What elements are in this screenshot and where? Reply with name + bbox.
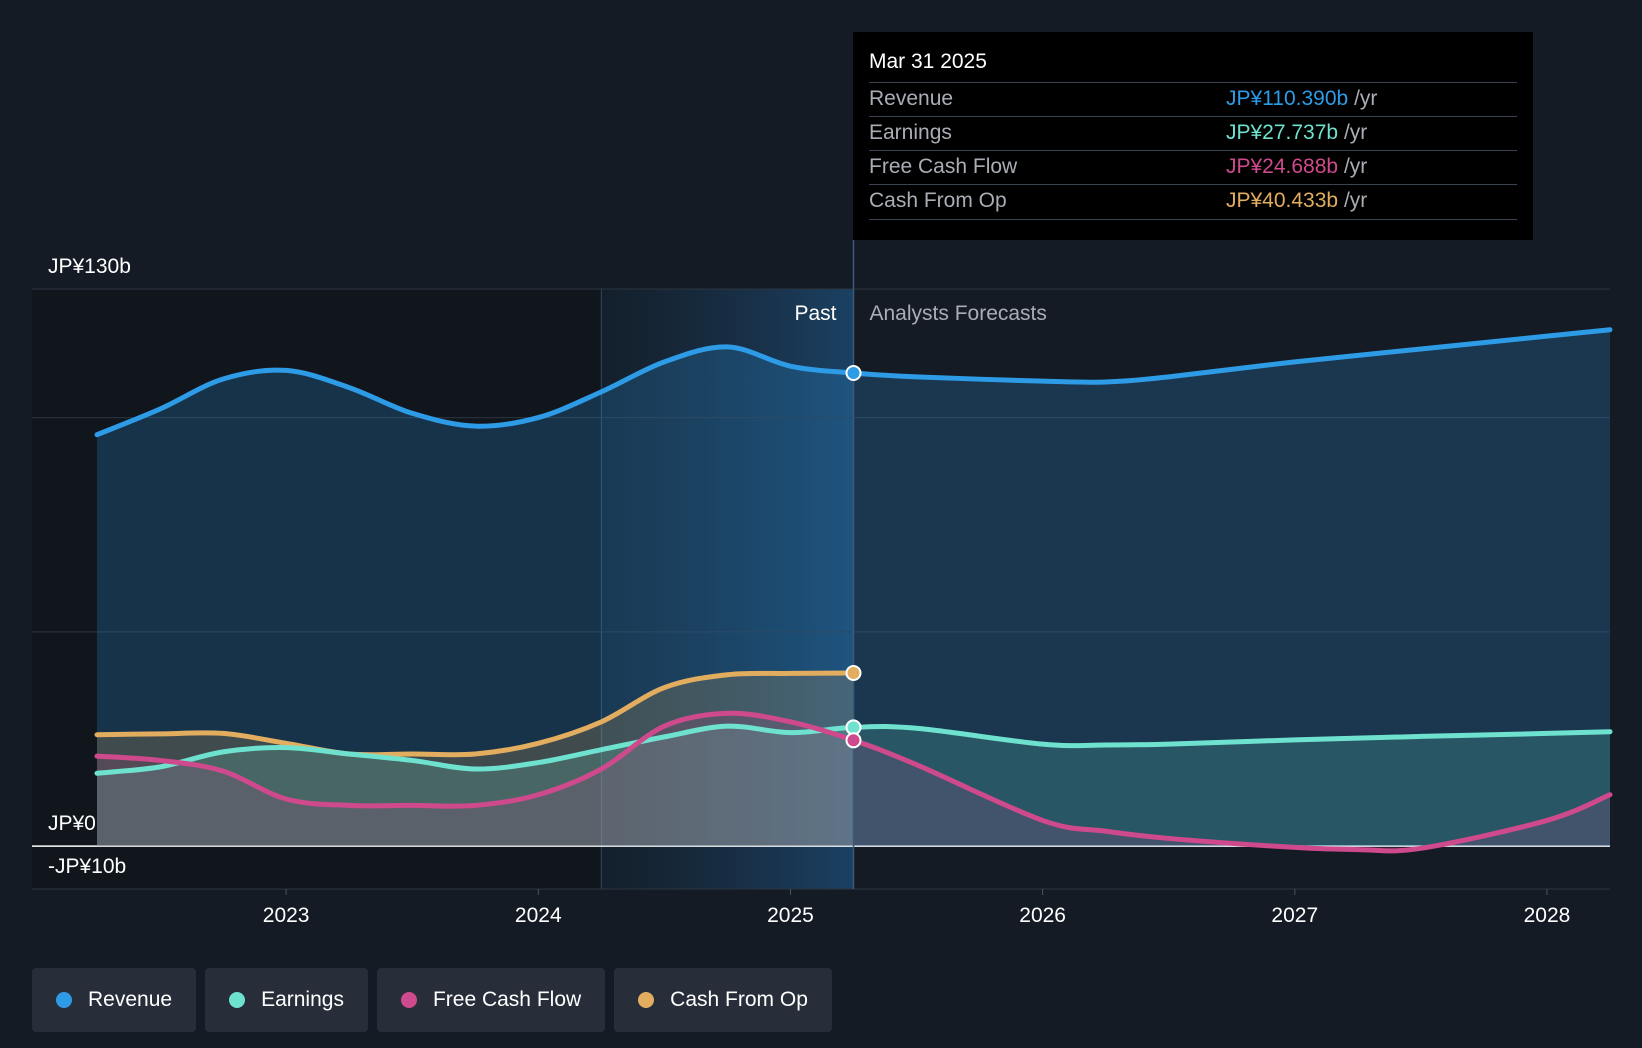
series-line-free-cash-flow	[94, 710, 1613, 854]
x-tick-label: 2023	[263, 904, 310, 927]
tooltip-date: Mar 31 2025	[869, 50, 987, 73]
chart-area: Past Analysts Forecasts JP¥130b JP¥0 -JP¥10b…	[32, 240, 1613, 927]
tooltip-value: JP¥27.737b	[1226, 121, 1339, 144]
marker-revenue	[845, 365, 862, 381]
series-line-cash-from-op	[94, 670, 856, 758]
highlight-band	[601, 289, 854, 889]
tooltip-row-free-cash-flow: Free Cash Flow JP¥24.688b /yr	[869, 150, 1517, 185]
chart-legend: Revenue Earnings Free Cash Flow Cash Fro…	[32, 968, 832, 1032]
tooltip-unit: /yr	[1343, 155, 1368, 178]
past-label: Past	[794, 302, 836, 325]
tooltip-value: JP¥24.688b	[1226, 155, 1339, 178]
forecast-label: Analysts Forecasts	[870, 302, 1047, 325]
tooltip-row-cash-from-op: Cash From Op JP¥40.433b /yr	[869, 184, 1517, 220]
cash-from-op-dot-icon	[638, 992, 655, 1008]
revenue-dot-icon	[56, 992, 72, 1008]
area-cash-from-op	[97, 673, 854, 847]
free-cash-flow-dot-icon	[400, 992, 417, 1008]
tooltip-value: JP¥110.390b	[1226, 87, 1349, 110]
y-tick-label: -JP¥10b	[48, 855, 126, 878]
legend-item-free-cash-flow[interactable]: Free Cash Flow	[376, 968, 606, 1032]
x-tick-label: 2027	[1271, 904, 1318, 927]
tooltip-unit: /yr	[1343, 121, 1368, 144]
y-tick-label: JP¥0	[48, 812, 96, 835]
series-line-earnings	[94, 723, 1613, 776]
legend-item-revenue[interactable]: Revenue	[32, 968, 197, 1032]
legend-item-earnings[interactable]: Earnings	[205, 968, 368, 1032]
y-tick-label: JP¥130b	[48, 255, 131, 278]
marker-cash-from-op	[845, 665, 862, 681]
legend-item-cash-from-op[interactable]: Cash From Op	[614, 968, 832, 1032]
series-line-revenue	[94, 327, 1613, 438]
x-tick-label: 2024	[515, 904, 562, 927]
x-tick-label: 2025	[767, 904, 814, 927]
legend-label: Cash From Op	[670, 988, 808, 1011]
tooltip-label: Earnings	[869, 121, 952, 144]
earnings-dot-icon	[229, 992, 246, 1008]
x-tick-label: 2028	[1524, 904, 1571, 927]
x-tick-label: 2026	[1019, 904, 1066, 927]
tooltip-unit: /yr	[1343, 189, 1368, 212]
tooltip-row-revenue: Revenue JP¥110.390b /yr	[869, 82, 1517, 117]
chart-tooltip: Mar 31 2025 Revenue JP¥110.390b /yr Earn…	[853, 32, 1533, 240]
legend-label: Earnings	[261, 988, 344, 1011]
tooltip-unit: /yr	[1354, 87, 1378, 110]
tooltip-row-earnings: Earnings JP¥27.737b /yr	[869, 116, 1517, 151]
marker-free-cash-flow	[845, 732, 862, 749]
legend-label: Free Cash Flow	[432, 988, 582, 1011]
tooltip-label: Cash From Op	[869, 189, 1007, 212]
legend-label: Revenue	[88, 988, 173, 1011]
tooltip-value: JP¥40.433b	[1226, 189, 1339, 212]
tooltip-label: Free Cash Flow	[869, 155, 1018, 178]
tooltip-label: Revenue	[869, 87, 954, 110]
